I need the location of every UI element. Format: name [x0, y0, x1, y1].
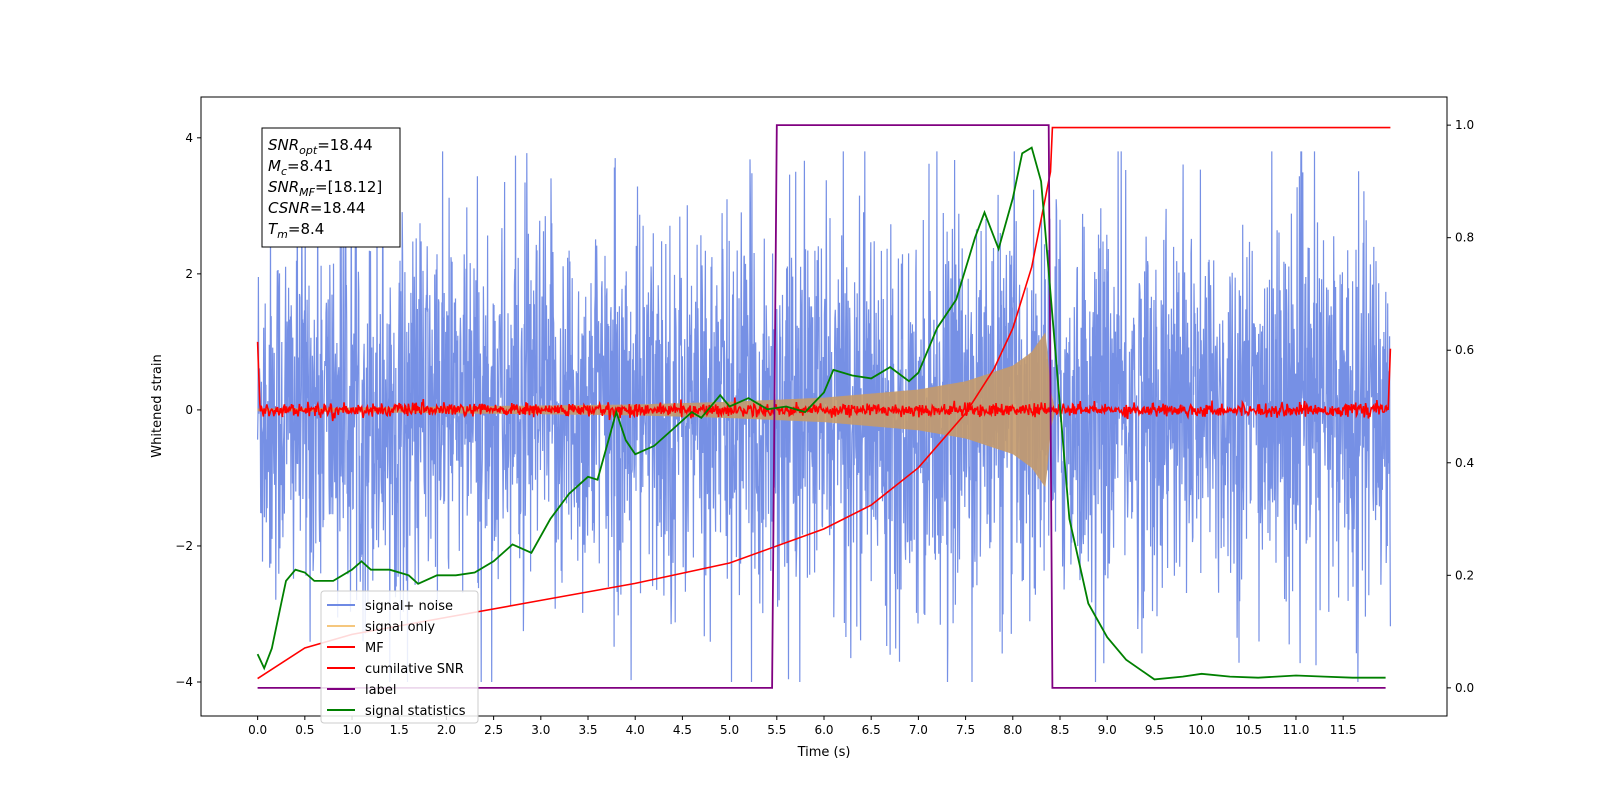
x-ticks: 0.0 0.5 1.0 1.5 2.0 2.5 3.0 3.5 4.0 4.5 5.0 5.5 6.0 6…: [248, 716, 1357, 737]
y2-tick-label: 0.0: [1455, 681, 1474, 695]
x-tick-label: 2.5: [484, 723, 503, 737]
x-tick-label: 5.5: [767, 723, 786, 737]
y2-tick-label: 0.4: [1455, 456, 1474, 470]
legend-label: cumilative SNR: [365, 662, 464, 677]
legend-label: signal+ noise: [365, 599, 453, 614]
y-tick-label: −4: [175, 675, 193, 689]
legend-frame: [320, 590, 479, 724]
x-tick-label: 9.0: [1098, 723, 1117, 737]
x-tick-label: 3.5: [578, 723, 597, 737]
x-tick-label: 5.0: [720, 723, 739, 737]
x-axis-label: Time (s): [797, 745, 851, 760]
y-tick-label: −2: [175, 539, 193, 553]
y-axis-label: Whitened strain: [150, 354, 165, 457]
x-tick-label: 4.0: [626, 723, 645, 737]
stats-box-frame: [261, 127, 401, 248]
x-tick-label: 4.5: [673, 723, 692, 737]
x-tick-label: 8.5: [1050, 723, 1069, 737]
stats-box-row: SNRMF=[18.12]: [268, 178, 382, 199]
x-tick-label: 11.5: [1330, 723, 1357, 737]
stats-box-row: SNRopt=18.44: [268, 136, 373, 157]
series-signal-noise: [257, 151, 1392, 683]
x-tick-label: 2.0: [437, 723, 456, 737]
x-tick-label: 6.5: [862, 723, 881, 737]
legend-label: signal only: [365, 620, 435, 635]
series-label: [257, 124, 1386, 689]
x-tick-label: 1.5: [390, 723, 409, 737]
stats-box-row: Mc=8.41: [268, 157, 333, 178]
stats-box: SNRopt=18.44Mc=8.41SNRMF=[18.12]CSNR=18.…: [261, 127, 401, 248]
y2-ticks: 0.0 0.2 0.4 0.6 0.8 1.0: [1447, 118, 1474, 695]
x-tick-label: 8.0: [1003, 723, 1022, 737]
y2-tick-label: 0.2: [1455, 568, 1474, 582]
y-tick-label: 4: [185, 131, 193, 145]
x-tick-label: 11.0: [1283, 723, 1310, 737]
legend-label: label: [365, 683, 396, 698]
x-tick-label: 6.0: [814, 723, 833, 737]
legend-label: MF: [365, 641, 384, 656]
stats-box-row: Tm=8.4: [268, 220, 324, 241]
y-tick-label: 2: [185, 267, 193, 281]
series-mf: [256, 341, 1392, 422]
stats-box-row: CSNR=18.44: [268, 199, 365, 217]
y-ticks: −4 −2 0 2 4: [175, 131, 201, 689]
y-tick-label: 0: [185, 403, 193, 417]
legend-label: signal statistics: [365, 704, 466, 719]
x-tick-label: 0.0: [248, 723, 267, 737]
x-tick-label: 10.0: [1188, 723, 1215, 737]
legend: signal+ noise signal only MF cumilative SNR…: [320, 590, 479, 724]
x-tick-label: 10.5: [1235, 723, 1262, 737]
y2-tick-label: 0.6: [1455, 343, 1474, 357]
y2-tick-label: 1.0: [1455, 118, 1474, 132]
y2-tick-label: 0.8: [1455, 231, 1474, 245]
x-tick-label: 9.5: [1145, 723, 1164, 737]
x-tick-label: 1.0: [342, 723, 361, 737]
x-tick-label: 7.0: [909, 723, 928, 737]
x-tick-label: 3.0: [531, 723, 550, 737]
x-tick-label: 0.5: [295, 723, 314, 737]
series-signal-statistics: [256, 146, 1386, 681]
x-tick-label: 7.5: [956, 723, 975, 737]
